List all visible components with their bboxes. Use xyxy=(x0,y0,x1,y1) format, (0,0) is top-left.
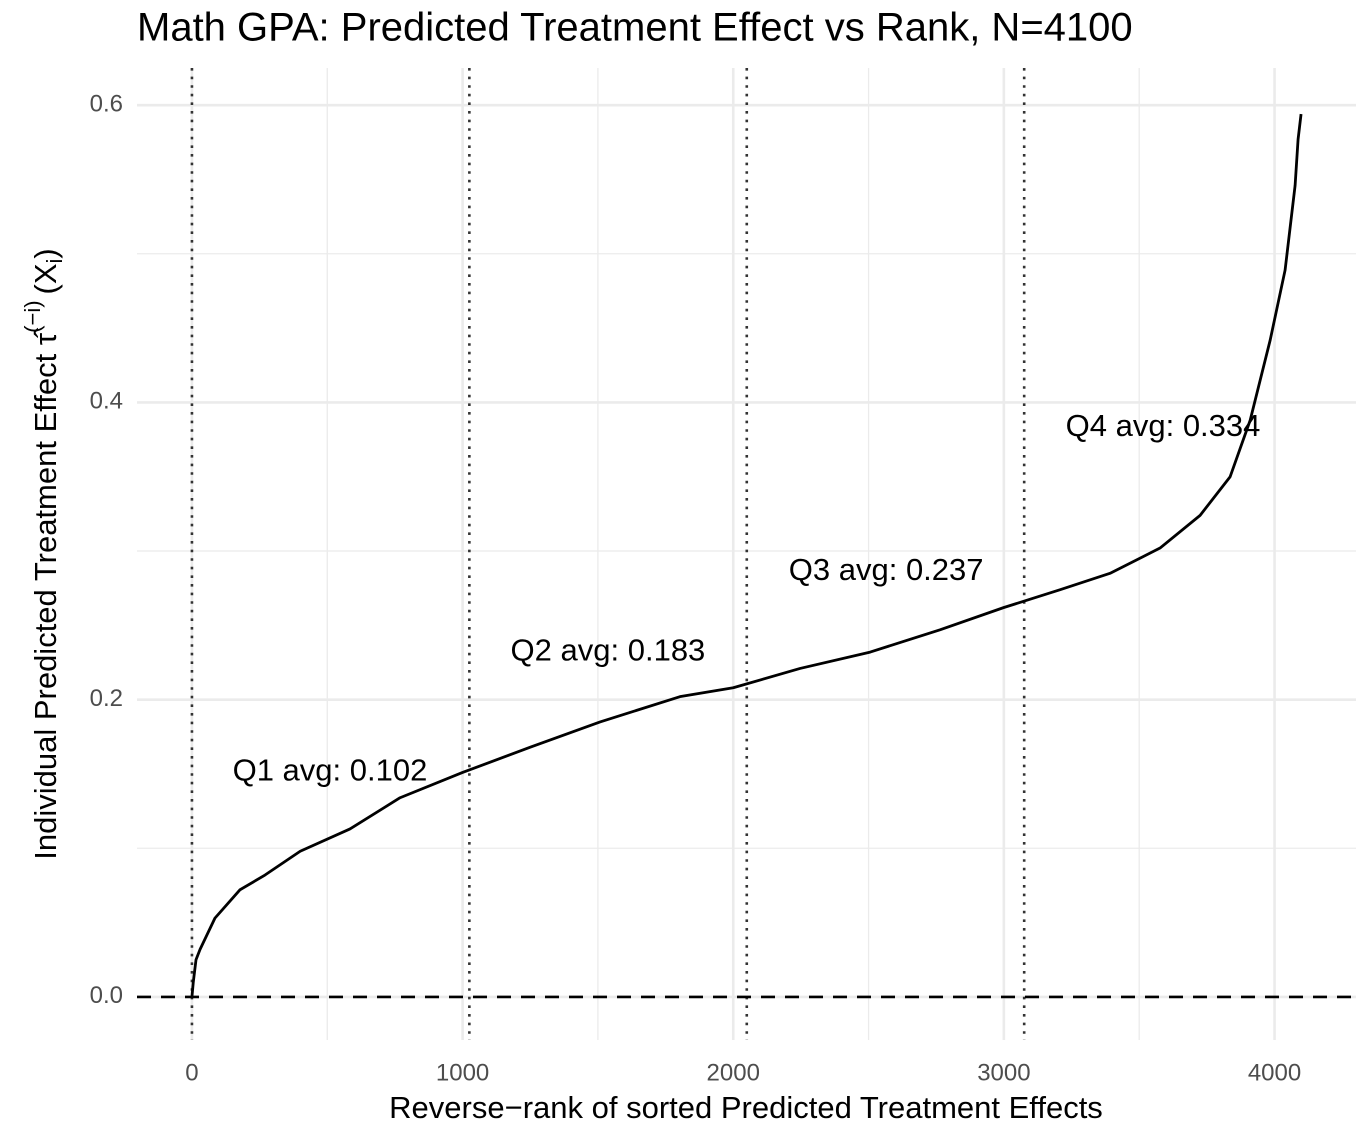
y-tick-label: 0.2 xyxy=(90,685,123,712)
data-line xyxy=(190,113,1303,998)
y-label-superscript: (−i) xyxy=(20,300,45,332)
y-label-close: ) xyxy=(28,248,63,258)
x-tick-label: 1000 xyxy=(436,1059,489,1086)
y-label-text: Individual Predicted Treatment Effect xyxy=(28,353,63,859)
y-tick-label: 0.4 xyxy=(90,388,123,415)
x-tick-label: 3000 xyxy=(977,1059,1030,1086)
annotation: Q4 avg: 0.334 xyxy=(1066,408,1261,443)
y-tick-label: 0.0 xyxy=(90,982,123,1009)
x-tick-label: 2000 xyxy=(707,1059,760,1086)
y-tick-label: 0.6 xyxy=(90,90,123,117)
annotation: Q2 avg: 0.183 xyxy=(511,632,706,667)
x-tick-label: 4000 xyxy=(1248,1059,1301,1086)
annotation: Q1 avg: 0.102 xyxy=(233,753,428,788)
annotation: Q3 avg: 0.237 xyxy=(789,552,984,587)
y-axis-label: Individual Predicted Treatment Effect τ̂… xyxy=(20,248,67,860)
x-axis-label: Reverse−rank of sorted Predicted Treatme… xyxy=(389,1090,1103,1125)
y-label-argument: (X xyxy=(28,263,63,294)
chart-title: Math GPA: Predicted Treatment Effect vs … xyxy=(137,6,1133,50)
x-tick-label: 0 xyxy=(185,1059,198,1086)
y-label-subscript: i xyxy=(42,259,67,264)
